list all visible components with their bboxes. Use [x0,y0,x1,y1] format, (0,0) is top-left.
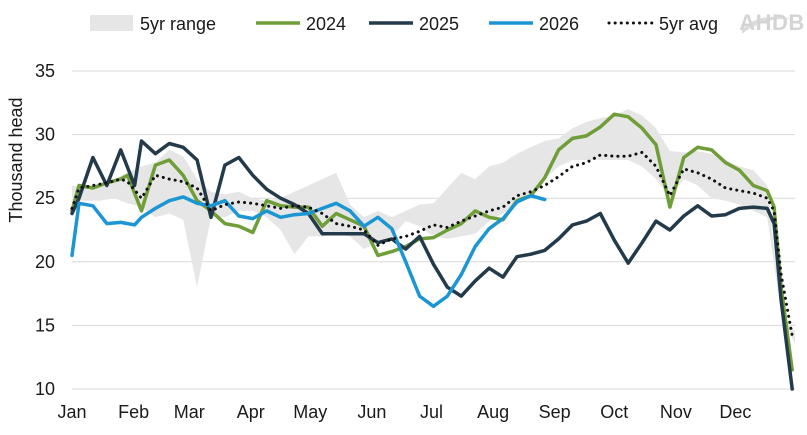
legend-entry: 2026 [489,14,579,34]
legend-label: 5yr avg [659,14,718,34]
axis-layer: 10 15 20 25 30 35 Jan Feb Mar Apr May Jun Jul Aug Sep O… [35,61,751,422]
x-tick-label: Mar [174,402,205,422]
series-layer [70,112,794,391]
legend: 5yr range 2024 2025 2026 5yr avg [90,14,718,34]
x-tick-label: Feb [118,402,149,422]
y-tick-label: 10 [35,379,55,399]
y-tick-label: 35 [35,61,55,81]
legend-entry: 2024 [256,14,346,34]
legend-label: 2025 [419,14,459,34]
x-tick-label: Apr [237,402,265,422]
y-tick-label: 20 [35,252,55,272]
x-tick-label: Dec [719,402,751,422]
x-tick-label: May [293,402,327,422]
series-5yr-range-band [72,109,795,345]
series-line-5yr-avg [70,150,794,338]
y-tick-label: 25 [35,188,55,208]
range-band-layer [72,109,795,345]
x-tick-label: Aug [477,402,509,422]
series-line-2025 [70,139,794,391]
logo-text: AHDB [739,10,805,35]
y-axis-title: Thousand head [6,97,26,222]
x-tick-label: Jun [357,402,386,422]
legend-entry: 5yr avg [607,14,718,34]
series-line-2026 [70,193,547,309]
legend-label: 2024 [306,14,346,34]
legend-entry: 5yr range [90,14,216,34]
x-tick-label: Jul [420,402,443,422]
legend-entry: 2025 [369,14,459,34]
x-tick-label: Oct [600,402,628,422]
ahdb-logo: AHDB [739,10,805,35]
x-tick-label: Jan [57,402,86,422]
y-tick-label: 30 [35,125,55,145]
x-tick-label: Nov [660,402,692,422]
legend-label: 2026 [539,14,579,34]
x-tick-label: Sep [539,402,571,422]
y-tick-label: 15 [35,315,55,335]
legend-swatch [90,15,133,31]
legend-label: 5yr range [140,14,216,34]
series-line-2024 [70,112,794,372]
